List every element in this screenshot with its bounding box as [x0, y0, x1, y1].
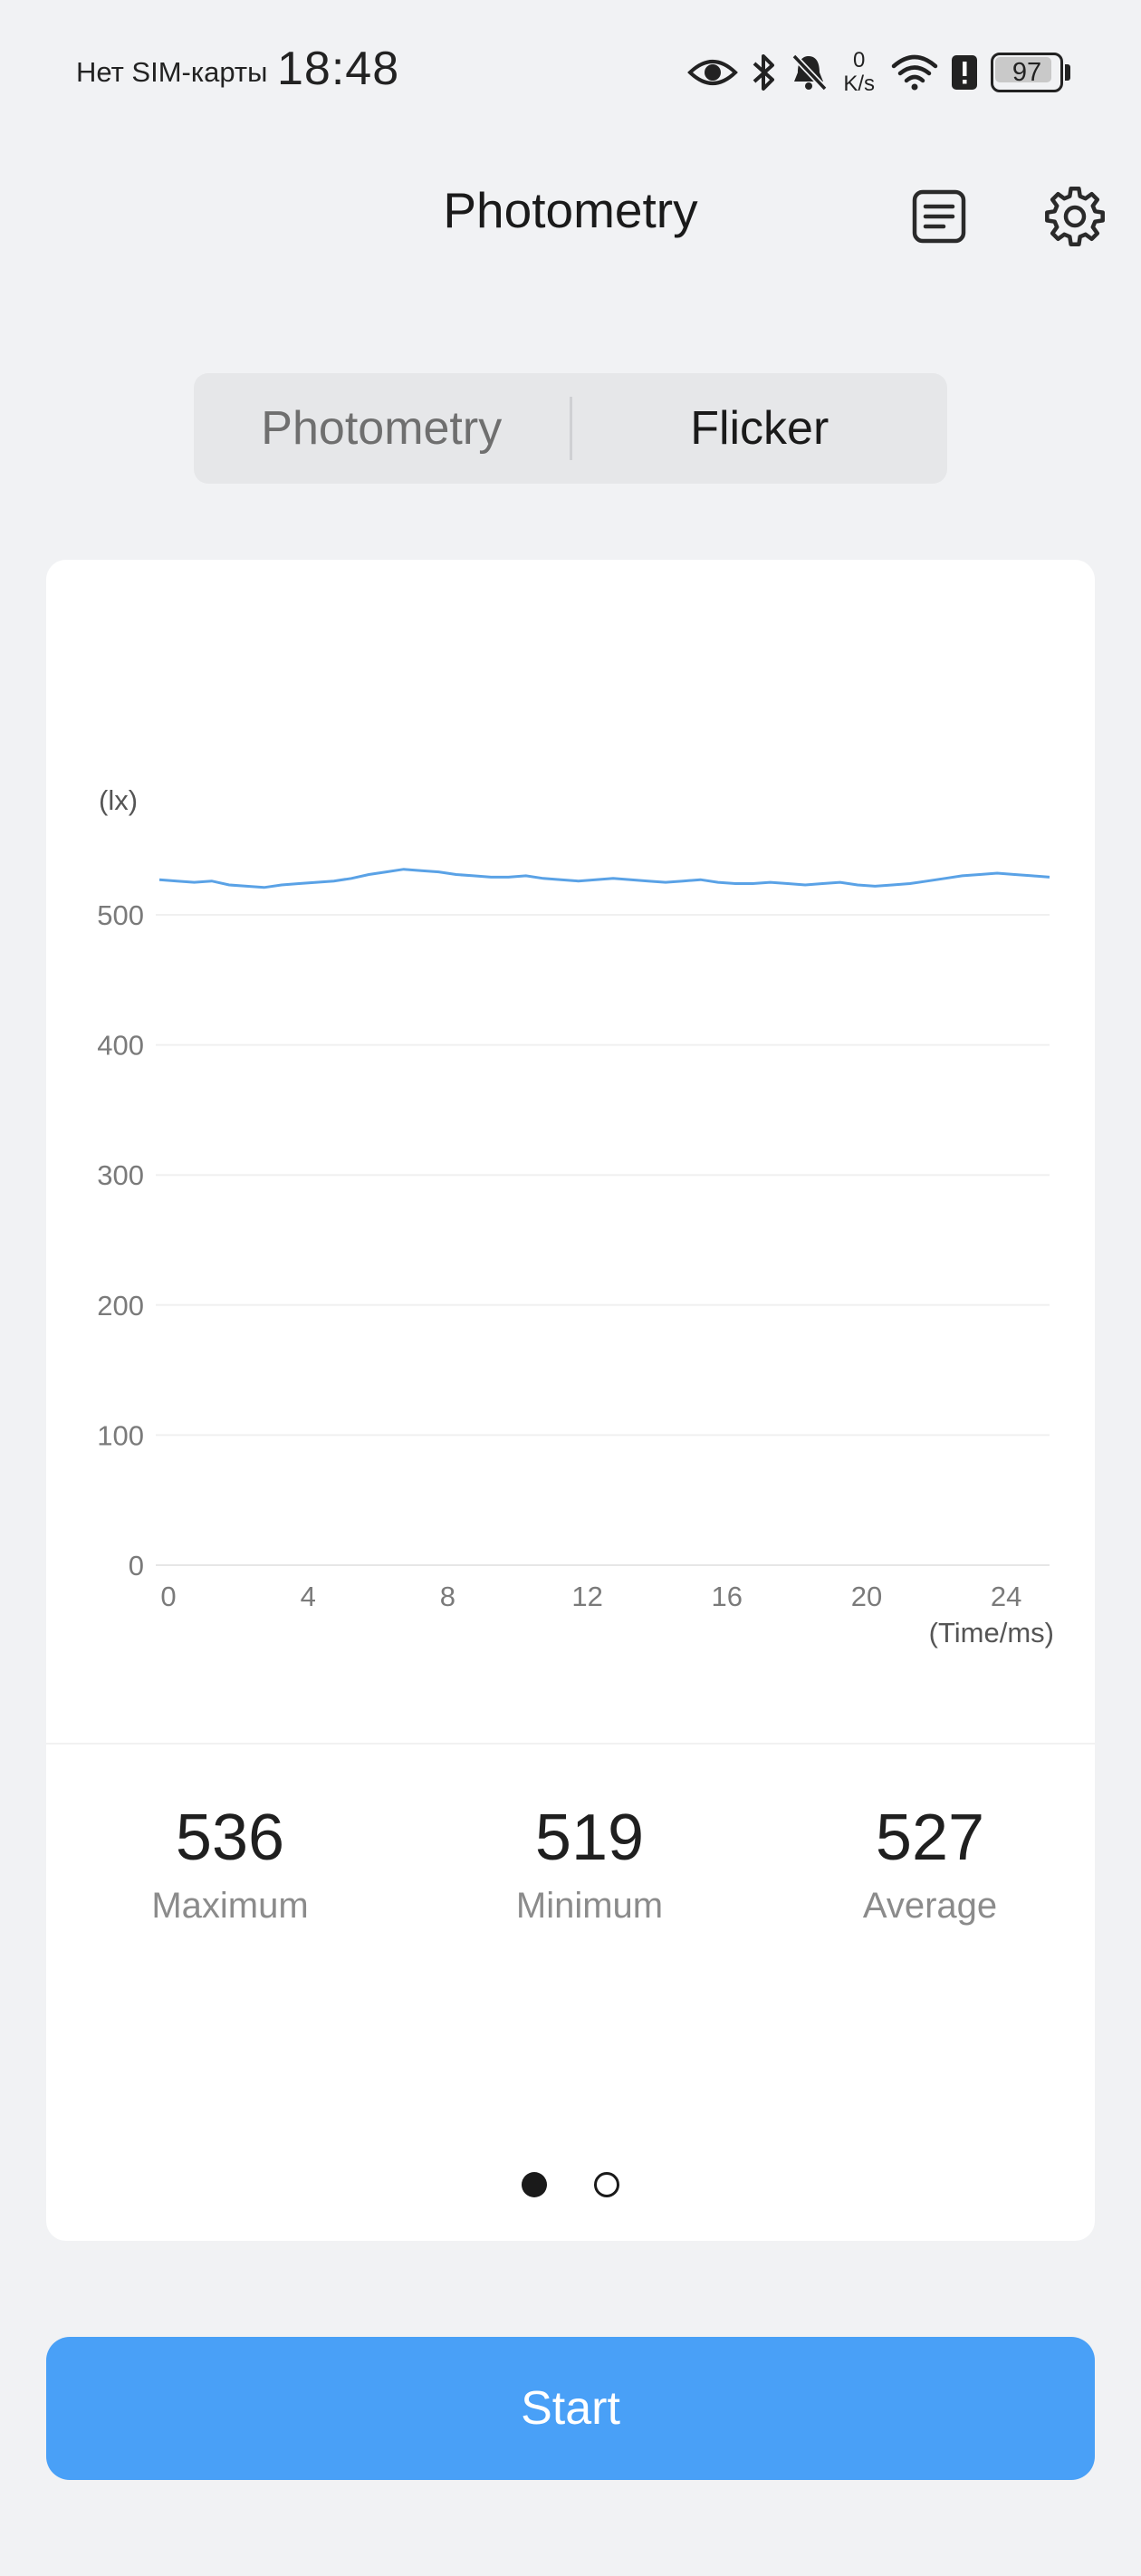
page-indicator	[46, 2172, 1095, 2197]
alert-icon	[952, 55, 977, 90]
x-tick-label: 24	[991, 1581, 1021, 1612]
y-axis-ticks: 0 100 200 300 400 500	[97, 899, 144, 1581]
stat-minimum: 519 Minimum	[454, 1801, 725, 1927]
report-button[interactable]	[898, 176, 980, 257]
y-tick-label: 300	[97, 1159, 144, 1191]
x-axis-label: (Time/ms)	[929, 1617, 1054, 1648]
x-tick-label: 4	[301, 1581, 316, 1612]
chart-grid	[156, 914, 1050, 1566]
stat-average-value: 527	[875, 1802, 985, 1874]
page-dot-2[interactable]	[594, 2172, 619, 2197]
flicker-chart: 0 100 200 300 400 500 0 4 8 12 16 20 24 (lx) (Time/…	[97, 784, 1054, 1648]
stat-minimum-label: Minimum	[515, 1886, 664, 1926]
x-tick-label: 0	[160, 1581, 176, 1612]
wifi-icon	[891, 54, 938, 91]
x-tick-label: 16	[712, 1581, 743, 1612]
y-axis-label: (lx)	[99, 784, 138, 816]
report-icon	[912, 189, 966, 244]
stat-maximum-label: Maximum	[151, 1886, 309, 1926]
series-line	[158, 868, 1050, 889]
x-axis-ticks: 0 4 8 12 16 20 24	[160, 1581, 1021, 1612]
stat-average: 527 Average	[794, 1801, 1066, 1927]
carrier-text: Нет SIM-карты	[76, 56, 268, 88]
bluetooth-icon	[753, 54, 775, 91]
x-tick-label: 8	[440, 1581, 455, 1612]
bell-muted-icon	[791, 53, 828, 91]
stat-minimum-value: 519	[534, 1802, 645, 1874]
network-speed: 0 K/s	[843, 49, 875, 96]
stat-average-label: Average	[862, 1886, 998, 1926]
start-button[interactable]: Start	[46, 2337, 1095, 2480]
stat-maximum: 536 Maximum	[94, 1801, 366, 1927]
battery-cap	[1065, 64, 1070, 81]
y-tick-label: 0	[129, 1550, 144, 1581]
stat-maximum-value: 536	[175, 1802, 285, 1874]
page-title: Photometry	[443, 182, 698, 238]
x-tick-label: 20	[851, 1581, 882, 1612]
mode-segmented-control: Photometry Flicker	[194, 373, 947, 484]
app-header: Photometry	[0, 163, 1141, 263]
battery-level: 97	[1012, 58, 1042, 87]
battery-fill	[995, 57, 1052, 82]
y-tick-label: 200	[97, 1290, 144, 1322]
y-tick-label: 500	[97, 899, 144, 931]
stats-divider	[46, 1743, 1095, 1745]
gear-icon	[1045, 187, 1105, 246]
measurement-card: 0 100 200 300 400 500 0 4 8 12 16 20 24 (lx) (Time/…	[46, 560, 1095, 2241]
status-icons: 0 K/s 97	[687, 45, 1070, 100]
page-dot-1[interactable]	[522, 2172, 547, 2197]
settings-button[interactable]	[1034, 176, 1116, 257]
status-clock: 18:48	[277, 43, 400, 95]
network-speed-unit: K/s	[843, 72, 875, 96]
y-tick-label: 100	[97, 1419, 144, 1451]
tab-photometry[interactable]: Photometry	[261, 402, 503, 455]
y-tick-label: 400	[97, 1030, 144, 1062]
battery-icon: 97	[991, 53, 1070, 92]
status-bar: Нет SIM-карты 18:48 0 K/s	[0, 0, 1141, 136]
x-tick-label: 12	[571, 1581, 602, 1612]
eye-icon	[687, 60, 739, 85]
network-speed-value: 0	[852, 48, 866, 72]
tab-flicker[interactable]: Flicker	[690, 402, 829, 455]
segment-divider	[569, 397, 572, 460]
battery-body	[991, 53, 1063, 92]
